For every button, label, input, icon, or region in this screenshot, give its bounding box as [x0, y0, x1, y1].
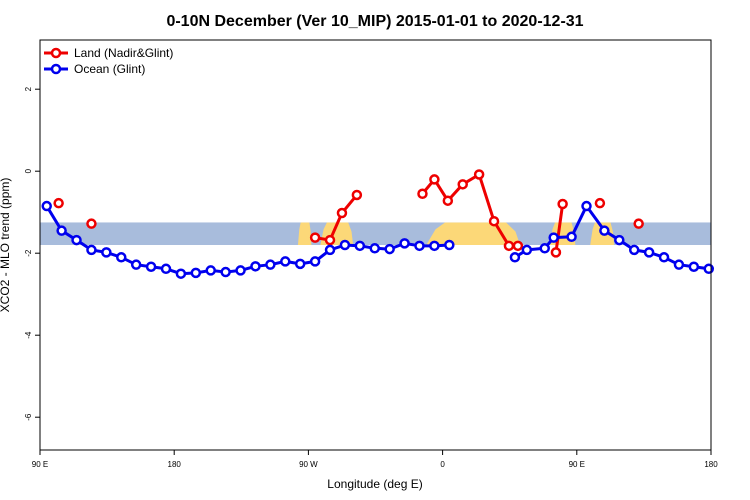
data-point	[703, 263, 715, 275]
data-point	[351, 189, 363, 201]
data-point	[354, 240, 366, 252]
data-point	[369, 243, 381, 254]
data-point	[309, 256, 321, 267]
data-point	[86, 218, 97, 229]
data-point	[643, 247, 655, 258]
data-point	[503, 240, 515, 252]
x-tick-label: 90 E	[32, 460, 48, 469]
land-mass	[297, 222, 312, 245]
legend-marker	[50, 63, 62, 75]
legend: Land (Nadir&Glint) Ocean (Glint)	[44, 46, 173, 76]
series-line	[314, 194, 359, 242]
data-point	[688, 261, 700, 272]
data-point	[521, 244, 533, 256]
x-tick-label: 180	[704, 460, 718, 469]
data-point	[442, 195, 454, 206]
legend-marker	[50, 47, 62, 59]
data-point	[309, 232, 321, 243]
y-axis-label: XCO2 - MLO trend (ppm)	[0, 178, 12, 313]
data-point	[566, 231, 577, 243]
data-point	[488, 215, 500, 227]
data-point	[324, 244, 336, 256]
data-point	[235, 265, 246, 276]
data-point	[101, 247, 112, 258]
data-point	[205, 265, 216, 276]
data-point	[175, 268, 187, 279]
data-point	[86, 244, 97, 256]
y-tick-label: -6	[24, 413, 33, 421]
x-axis-label: Longitude (deg E)	[327, 477, 422, 491]
data-point	[160, 263, 172, 275]
data-point	[145, 261, 157, 272]
legend-label: Land (Nadir&Glint)	[74, 46, 173, 60]
data-point	[581, 200, 592, 212]
y-tick-label: -2	[24, 249, 33, 257]
data-point	[324, 234, 336, 246]
plot-frame	[39, 39, 712, 451]
chart-title: 0-10N December (Ver 10_MIP) 2015-01-01 t…	[166, 13, 583, 30]
data-point	[658, 252, 670, 263]
data-point	[429, 240, 440, 252]
data-point	[614, 234, 625, 246]
ocean-band	[40, 222, 711, 245]
data-point	[130, 259, 142, 270]
data-point	[41, 200, 52, 212]
data-point	[512, 240, 524, 252]
series-line	[45, 205, 450, 276]
y-tick-label: -4	[24, 331, 33, 339]
series-line	[554, 203, 565, 253]
data-point	[336, 207, 348, 219]
data-point	[116, 252, 127, 263]
data-point	[509, 252, 521, 263]
data-point	[550, 247, 562, 258]
x-tick-label: 180	[168, 460, 182, 469]
data-point	[71, 234, 82, 246]
data-point	[265, 259, 276, 270]
data-point	[56, 225, 67, 236]
data-point	[429, 174, 440, 185]
data-point	[339, 239, 351, 251]
y-tick-label: 2	[24, 86, 33, 91]
data-point	[557, 198, 568, 210]
y-tick-label: 0	[24, 168, 33, 173]
data-point	[250, 261, 261, 272]
data-point	[457, 179, 468, 190]
series-land	[53, 169, 644, 258]
data-point	[599, 225, 610, 236]
legend-label: Ocean (Glint)	[74, 62, 145, 76]
data-point	[539, 243, 550, 254]
data-point	[417, 188, 428, 199]
data-point	[548, 232, 559, 243]
data-point	[280, 256, 291, 267]
data-point	[414, 240, 425, 252]
data-point	[399, 238, 410, 249]
data-point	[473, 169, 485, 180]
data-point	[628, 244, 640, 256]
data-point	[294, 258, 306, 270]
x-tick-label: 90 W	[299, 460, 318, 469]
x-tick-label: 0	[440, 460, 445, 469]
data-point	[384, 243, 395, 255]
data-point	[594, 197, 606, 209]
data-point	[673, 259, 685, 270]
x-tick-label: 90 E	[569, 460, 585, 469]
data-point	[220, 266, 231, 278]
data-point	[633, 218, 644, 229]
data-point	[53, 197, 64, 209]
plot-area	[40, 169, 715, 279]
series-ocean	[41, 200, 715, 279]
data-point	[190, 267, 202, 279]
data-point	[444, 239, 455, 251]
